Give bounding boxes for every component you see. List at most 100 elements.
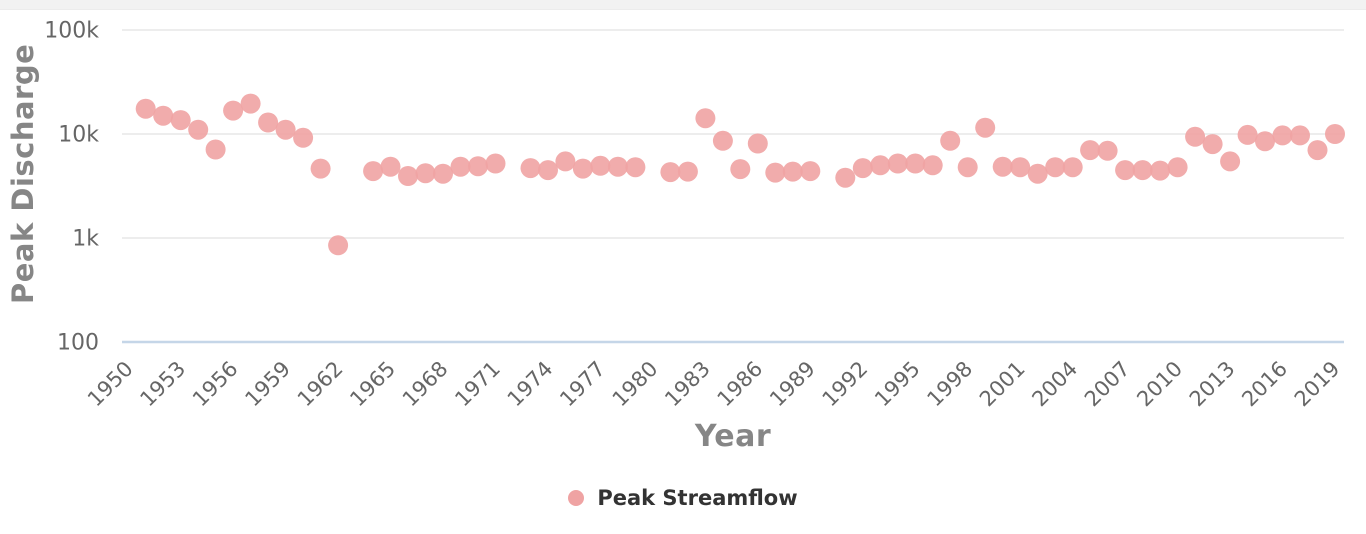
data-point[interactable] [240,93,261,114]
data-point[interactable] [328,235,349,256]
data-point[interactable] [1062,157,1083,178]
data-point[interactable] [800,161,821,182]
data-point[interactable] [1132,160,1153,181]
data-point[interactable] [1325,124,1345,144]
data-point[interactable] [205,139,226,160]
data-point[interactable] [660,162,681,183]
data-point[interactable] [293,127,314,148]
x-tick-label: 2010 [1132,357,1187,412]
legend-item-peak-streamflow[interactable]: Peak Streamflow [0,486,1366,510]
x-tick-label: 1968 [398,357,453,412]
data-point[interactable] [695,108,716,129]
data-point[interactable] [275,119,296,140]
data-point[interactable] [572,158,593,179]
data-point[interactable] [835,167,856,188]
data-point[interactable] [677,161,698,182]
y-tick-label: 1k [72,227,99,252]
data-point[interactable] [1150,160,1171,181]
data-point[interactable] [468,156,488,177]
y-tick-label: 100k [44,19,99,44]
data-point[interactable] [398,166,418,186]
x-tick-label: 1971 [450,357,505,412]
x-tick-label: 1974 [503,357,558,412]
data-point[interactable] [310,158,331,179]
x-tick-label: 1992 [818,357,873,412]
data-point[interactable] [1237,124,1258,145]
data-point[interactable] [607,156,628,177]
data-point[interactable] [975,117,996,138]
x-axis-title: Year [694,419,772,454]
data-point[interactable] [1097,140,1118,161]
data-point[interactable] [922,155,943,176]
data-point[interactable] [730,159,751,180]
y-tick-label: 10k [58,123,99,148]
data-point[interactable] [782,161,803,182]
data-point[interactable] [520,158,541,179]
data-point[interactable] [1307,140,1328,161]
x-tick-label: 2013 [1185,357,1240,412]
data-point[interactable] [1290,125,1310,146]
x-tick-label: 2016 [1237,357,1292,412]
x-tick-label: 1986 [713,357,768,412]
data-point[interactable] [1045,157,1066,178]
top-strip [0,0,1366,10]
data-point[interactable] [188,119,209,140]
data-point[interactable] [1167,157,1188,178]
data-point[interactable] [380,156,401,177]
data-point[interactable] [1010,157,1031,178]
x-tick-label: 2004 [1027,357,1082,412]
data-point[interactable] [887,153,908,174]
y-tick-label: 100 [57,331,99,356]
data-point[interactable] [765,162,786,183]
data-point[interactable] [485,153,506,174]
x-tick-label: 2019 [1290,357,1345,412]
data-point[interactable] [135,98,156,119]
plot-area: 100k 10k 1k 1001950195319561959196219651968… [44,19,1345,412]
data-point[interactable] [1027,163,1048,184]
data-point[interactable] [712,130,733,151]
x-tick-label: 1959 [240,357,295,412]
data-point[interactable] [450,156,471,177]
x-tick-label: 1989 [765,357,820,412]
data-point[interactable] [852,158,873,179]
data-point[interactable] [170,110,191,131]
data-point[interactable] [1115,160,1136,181]
x-tick-label: 1995 [870,357,925,412]
data-point[interactable] [747,133,768,154]
data-point[interactable] [153,105,174,126]
data-point[interactable] [1080,140,1101,161]
data-point[interactable] [415,163,436,184]
x-tick-label: 1950 [83,357,138,412]
data-point[interactable] [625,157,646,178]
data-point[interactable] [258,112,279,133]
legend-marker-icon [568,490,585,506]
data-point[interactable] [1255,131,1275,152]
x-tick-label: 1977 [555,357,610,412]
x-tick-label: 1962 [293,357,348,412]
data-point[interactable] [905,153,926,174]
data-point[interactable] [433,163,453,184]
x-tick-label: 1953 [135,357,190,412]
legend-label: Peak Streamflow [597,486,798,510]
data-point[interactable] [940,130,961,151]
data-point[interactable] [1185,126,1206,147]
data-point[interactable] [992,156,1013,177]
x-tick-label: 1998 [922,357,977,412]
data-point[interactable] [363,161,384,182]
x-tick-label: 2007 [1080,357,1135,412]
data-point[interactable] [1202,134,1223,155]
x-tick-label: 1980 [608,357,663,412]
x-tick-label: 2001 [975,357,1030,412]
data-point[interactable] [1220,151,1241,172]
data-point[interactable] [555,151,576,172]
data-point[interactable] [223,100,244,121]
x-tick-label: 1983 [660,357,715,412]
data-point[interactable] [957,157,978,178]
x-tick-label: 1956 [188,357,243,412]
data-point[interactable] [590,155,611,176]
data-point[interactable] [870,155,891,176]
data-point[interactable] [538,160,558,181]
x-tick-label: 1965 [345,357,400,412]
data-point[interactable] [1272,125,1293,146]
